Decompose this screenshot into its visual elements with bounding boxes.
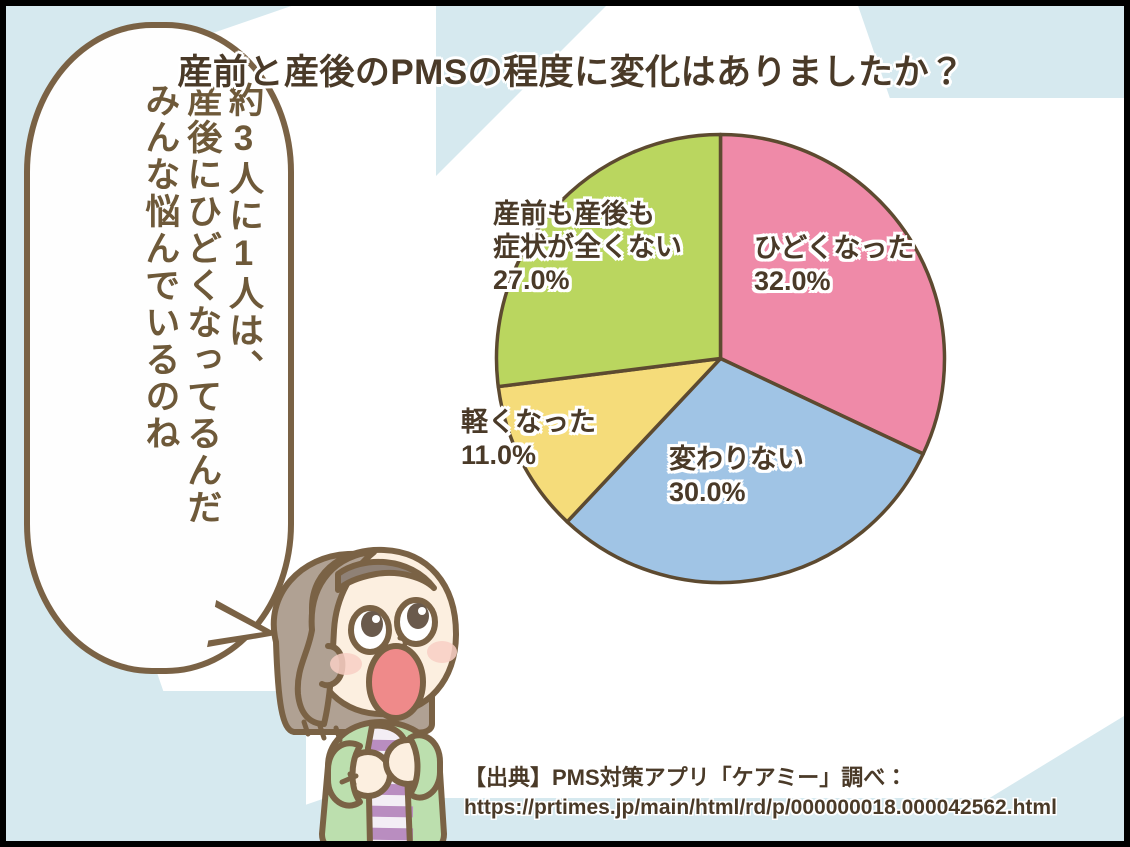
pie-slice [718,132,947,456]
pie-slice [565,356,925,585]
source-line-1: 【出典】PMS対策アプリ「ケアミー」調べ： [464,765,908,790]
character-illustration [270,546,459,841]
pie-label-none: 産前も産後も 症状が全くない 27.0% [493,198,682,297]
speech-bubble-column-3: みんな悩んでいるのね [140,82,180,452]
source-url: https://prtimes.jp/main/html/rd/p/000000… [464,796,1057,820]
pie-label-same-name: 変わりない [669,444,804,474]
source-citation: 【出典】PMS対策アプリ「ケアミー」調べ： https://prtimes.jp… [464,762,1057,823]
pie-label-worse: ひどくなった 32.0% [754,232,914,298]
pie-label-lighter: 軽くなった 11.0% [461,406,596,472]
pie-label-same-value: 30.0% [669,476,746,507]
speech-bubble-text: 約3人に1人は、 産後にひどくなってるんだ みんな悩んでいるのね [34,82,263,627]
pie-slice [496,356,723,524]
pie-label-none-line1: 産前も産後も [493,199,655,229]
pie-label-same: 変わりない 30.0% [669,443,804,509]
pie-label-none-line2: 症状が全くない [493,231,682,262]
pie-label-none-value: 27.0% [493,264,570,295]
pie-chart-svg [494,132,947,585]
background-triangle-bottom-right [919,716,1124,841]
background-bottom-left-band [6,691,306,841]
speech-bubble-column-1: 約3人に1人は、 [224,82,263,386]
pie-slice [494,132,723,389]
pie-label-lighter-name: 軽くなった [461,407,596,437]
pie-label-worse-value: 32.0% [754,265,831,296]
pie-label-worse-name: ひどくなった [754,233,915,263]
speech-bubble-column-2: 産後にひどくなってるんだ [182,82,222,526]
speech-bubble [24,22,294,674]
pie-chart [493,131,948,586]
page-title: 産前と産後のPMSの程度に変化はありましたか？ [177,53,965,92]
background-triangle-top [436,6,606,176]
pie-label-lighter-value: 11.0% [461,439,537,470]
